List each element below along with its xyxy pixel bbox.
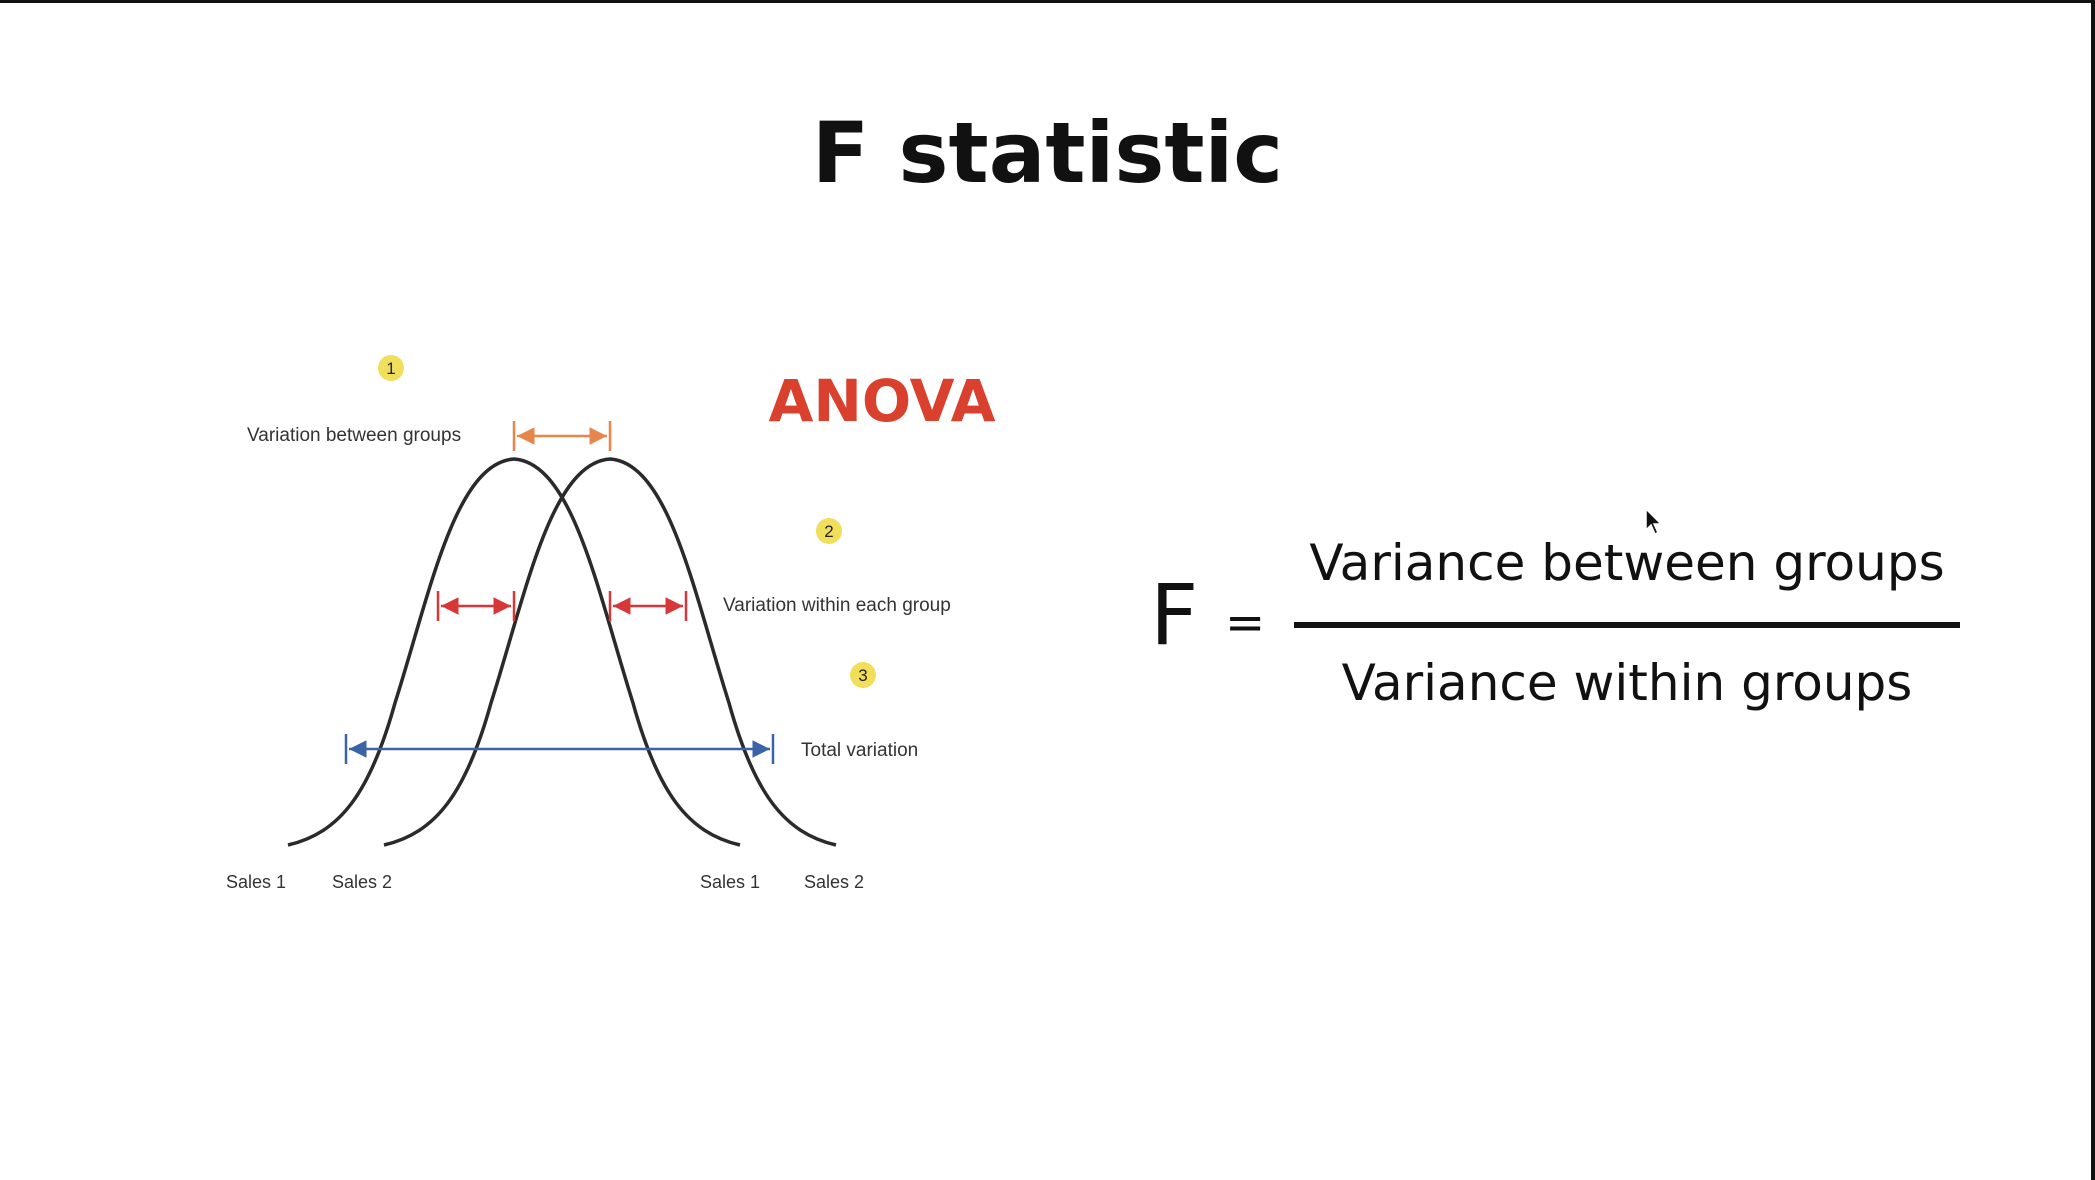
fraction-bar	[1294, 622, 1960, 628]
formula-f: F	[1150, 566, 1199, 664]
distribution-curve-sales-2	[383, 457, 837, 847]
axis-label-sales-2-right: Sales 2	[804, 872, 864, 892]
formula-numerator: Variance between groups	[1309, 534, 1945, 592]
label-variation-between: Variation between groups	[247, 425, 461, 446]
anova-label: ANOVA	[768, 367, 995, 435]
label-variation-within: Variation within each group	[723, 595, 951, 616]
distribution-curve-sales-1	[287, 457, 741, 847]
axis-label-sales-1-right: Sales 1	[700, 872, 760, 892]
formula-denominator: Variance within groups	[1341, 654, 1913, 712]
marker-2-circle	[816, 518, 842, 544]
mouse-cursor-icon	[1645, 508, 1663, 536]
marker-2: 2	[824, 522, 833, 541]
formula-equals: =	[1225, 595, 1266, 651]
marker-3: 3	[858, 666, 867, 685]
axis-label-sales-2-left: Sales 2	[332, 872, 392, 892]
marker-1-circle	[378, 355, 404, 381]
label-total-variation: Total variation	[801, 740, 918, 761]
slide-title: F statistic	[811, 104, 1284, 202]
anova-diagram: ANOVA 1 2 3 Variation between groups Var…	[226, 355, 996, 892]
axis-label-sales-1-left: Sales 1	[226, 872, 286, 892]
marker-1: 1	[386, 359, 395, 378]
marker-3-circle	[850, 662, 876, 688]
